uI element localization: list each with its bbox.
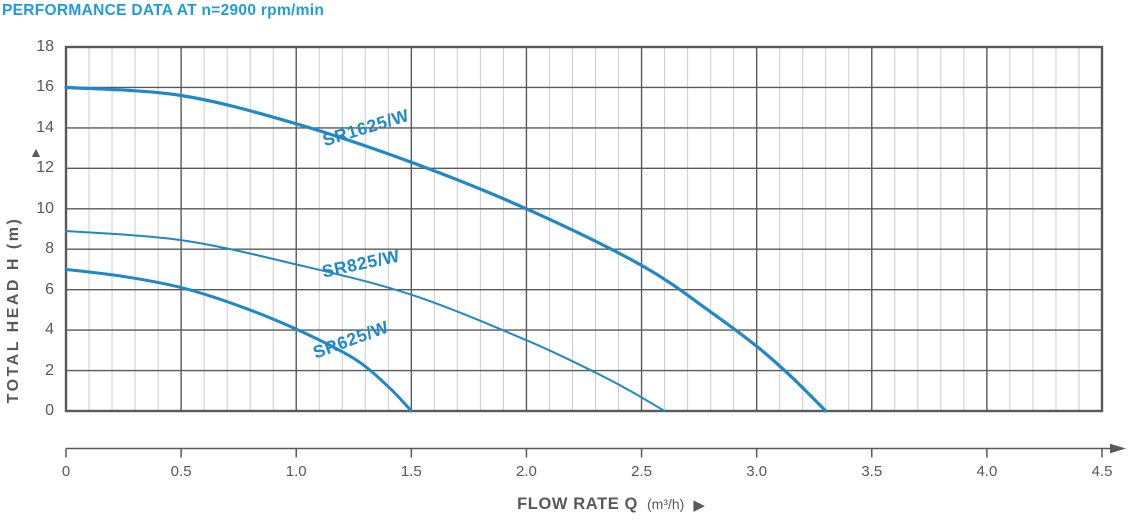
y-tick-label-12: 12 bbox=[36, 159, 54, 177]
y-tick-label-4: 4 bbox=[45, 321, 54, 339]
y-tick-label-14: 14 bbox=[36, 118, 54, 136]
x-tick-label-2.5: 2.5 bbox=[631, 463, 652, 480]
chart-title: PERFORMANCE DATA AT n=2900 rpm/min bbox=[2, 2, 325, 19]
performance-curve-sr1625w bbox=[64, 85, 828, 413]
x-tick-label-4.5: 4.5 bbox=[1091, 463, 1113, 480]
x-axis-right-arrow-icon: ▶ bbox=[693, 497, 705, 514]
performance-curve-sr825w bbox=[65, 230, 666, 412]
plot-border bbox=[64, 45, 1104, 413]
x-tick-label-4.0: 4.0 bbox=[976, 463, 998, 480]
y-tick-label-0: 0 bbox=[45, 402, 54, 419]
x-tick-label-3.5: 3.5 bbox=[861, 463, 883, 480]
y-tick-label-6: 6 bbox=[45, 280, 54, 298]
y-axis-up-arrow-icon: ▲ bbox=[29, 144, 43, 160]
x-tick-label-1.0: 1.0 bbox=[285, 463, 307, 480]
x-tick-label-3.0: 3.0 bbox=[746, 463, 768, 480]
y-tick-label-10: 10 bbox=[36, 199, 54, 217]
y-tick-label-2: 2 bbox=[45, 361, 54, 379]
x-tick-label-1.5: 1.5 bbox=[400, 463, 422, 480]
performance-curve-sr625w bbox=[64, 267, 413, 413]
x-axis-arrowhead-icon bbox=[1110, 443, 1126, 454]
x-tick-label-0: 0 bbox=[61, 463, 71, 480]
x-axis-title-text: FLOW RATE Q bbox=[517, 495, 638, 513]
y-tick-label-18: 18 bbox=[36, 38, 54, 55]
x-axis-title: FLOW RATE Q (m³/h) ▶ bbox=[461, 495, 761, 514]
y-tick-label-16: 16 bbox=[36, 78, 54, 96]
x-tick-label-2.0: 2.0 bbox=[516, 463, 537, 480]
x-tick-label-0.5: 0.5 bbox=[170, 463, 192, 480]
y-axis-title: TOTAL HEAD H (m) bbox=[5, 216, 22, 404]
y-tick-label-8: 8 bbox=[45, 240, 54, 258]
x-axis-unit: (m³/h) bbox=[646, 496, 685, 512]
